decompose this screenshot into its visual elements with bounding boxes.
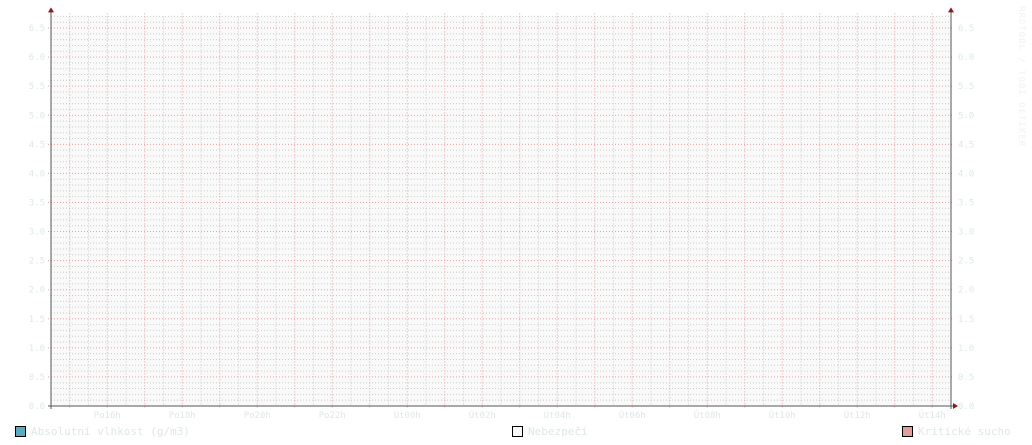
y-tick-label: 2.5 — [29, 257, 45, 267]
y-tick-label-right: 6.0 — [958, 53, 974, 63]
y-tick-label-right: 4.0 — [958, 169, 974, 179]
x-tick-label: Út06h — [619, 409, 646, 421]
y-tick-label: 4.0 — [29, 169, 45, 179]
y-tick-label-right: 5.0 — [958, 111, 974, 121]
y-tick-label: 1.0 — [29, 344, 45, 354]
y-tick-label-right: 5.5 — [958, 82, 974, 92]
y-tick-label: 3.5 — [29, 198, 45, 208]
legend-swatch — [512, 426, 523, 437]
x-tick-label: Út12h — [844, 409, 871, 421]
legend-swatch — [15, 426, 26, 437]
y-tick-label: 3.0 — [29, 228, 45, 238]
legend-label: Kritické sucho — [918, 425, 1011, 438]
y-tick-label-right: 3.0 — [958, 228, 974, 238]
y-tick-label-right: 4.5 — [958, 140, 974, 150]
y-axis-arrow-right — [948, 7, 954, 13]
x-tick-label: Po16h — [94, 411, 121, 421]
y-tick-label: 0.5 — [29, 373, 45, 383]
x-tick-label: Po22h — [319, 411, 346, 421]
x-tick-label: Út02h — [469, 409, 496, 421]
y-tick-label: 5.0 — [29, 111, 45, 121]
y-tick-label-right: 1.5 — [958, 315, 974, 325]
y-tick-label: 1.5 — [29, 315, 45, 325]
legend-item-absolute-humidity: Absolutní vlhkost (g/m3) — [15, 425, 190, 438]
y-tick-label-right: 6.5 — [958, 24, 974, 34]
y-tick-label: 2.0 — [29, 286, 45, 296]
legend-label: Absolutní vlhkost (g/m3) — [31, 425, 190, 438]
y-tick-label-right: 1.0 — [958, 344, 974, 354]
x-tick-label: Po20h — [244, 411, 271, 421]
y-tick-label-right: 0.5 — [958, 373, 974, 383]
y-tick-label: 5.5 — [29, 82, 45, 92]
y-tick-label-right: 0.0 — [958, 402, 974, 412]
legend-label: Nebezpečí — [528, 425, 588, 438]
y-tick-label: 6.0 — [29, 53, 45, 63]
x-tick-label: Út08h — [694, 409, 721, 421]
x-tick-label: Út00h — [394, 409, 421, 421]
y-tick-label-right: 3.5 — [958, 198, 974, 208]
x-axis-arrow — [953, 403, 958, 409]
y-tick-label: 0.0 — [29, 402, 45, 412]
x-tick-label: Út10h — [769, 409, 796, 421]
x-tick-label: Út14h — [919, 409, 946, 421]
x-tick-label: Po18h — [169, 411, 196, 421]
y-tick-label: 6.5 — [29, 24, 45, 34]
watermark: RRDTOOL / TOBI OETIKER — [1016, 6, 1026, 148]
y-axis-arrow — [48, 7, 54, 13]
y-tick-label-right: 2.0 — [958, 286, 974, 296]
legend-item-danger: Nebezpečí — [512, 425, 588, 438]
x-tick-label: Út04h — [544, 409, 571, 421]
legend-swatch — [902, 426, 913, 437]
y-tick-label-right: 2.5 — [958, 257, 974, 267]
legend-item-critical-drought: Kritické sucho — [902, 425, 1011, 438]
y-tick-label: 4.5 — [29, 140, 45, 150]
